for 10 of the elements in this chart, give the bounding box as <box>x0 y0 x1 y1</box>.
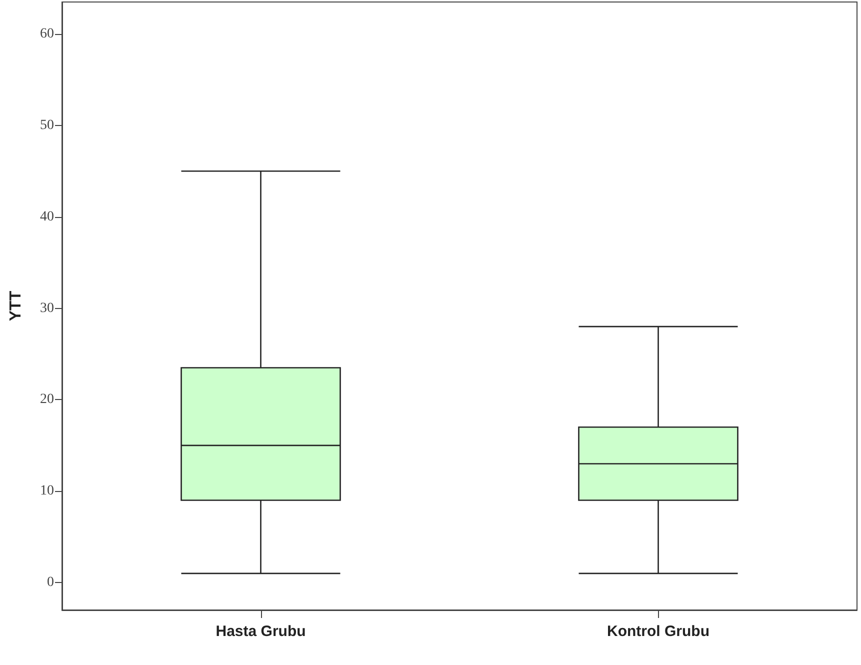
y-tick-label: 10 <box>40 484 54 499</box>
x-tick-label: Hasta Grubu <box>216 623 306 640</box>
y-axis-title: YTT <box>8 290 24 322</box>
y-tick-label: 20 <box>40 392 54 408</box>
y-tick-label: 60 <box>40 26 54 42</box>
y-tick-label: 40 <box>40 209 54 224</box>
y-tick-label: 50 <box>40 118 54 133</box>
y-tick-label: 0 <box>47 575 54 590</box>
y-tick-label: 30 <box>40 300 54 316</box>
x-tick-label: Kontrol Grubu <box>607 623 710 640</box>
